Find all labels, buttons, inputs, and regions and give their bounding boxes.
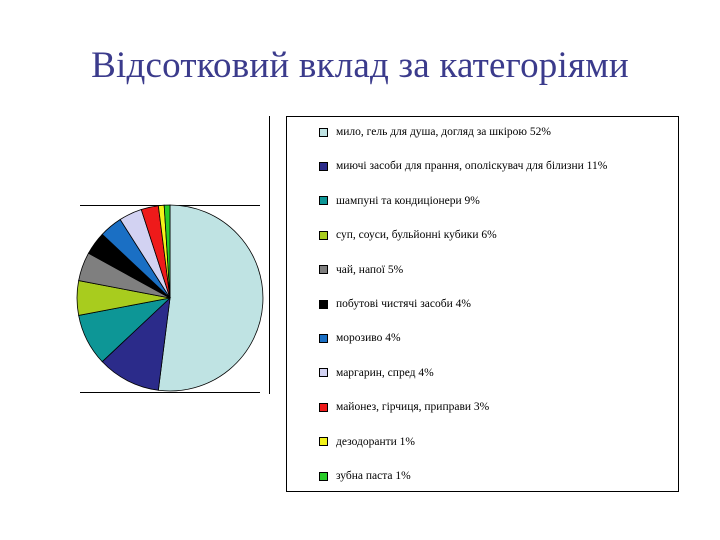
legend-swatch-8 <box>319 402 328 412</box>
legend-label-7: маргарин, спред 4% <box>336 366 434 379</box>
legend-swatch-6 <box>319 333 328 343</box>
legend-label-10: зубна паста 1% <box>336 470 411 482</box>
legend-label-5: побутові чистячі засоби 4% <box>336 298 471 310</box>
legend-swatch-3 <box>319 230 328 240</box>
legend-label-9: дезодоранти 1% <box>336 435 415 448</box>
legend-label-0: мило, гель для душа, догляд за шкірою 52… <box>336 126 551 138</box>
legend-item-7: маргарин, спред 4% <box>319 365 434 381</box>
legend-swatch-7 <box>319 368 328 378</box>
legend-label-8: майонез, гірчиця, приправи 3% <box>336 401 490 414</box>
legend-swatch-10 <box>319 471 328 481</box>
plot-area-bottom-line <box>80 392 260 393</box>
legend-item-2: шампуні та кондиціонери 9% <box>319 193 480 209</box>
legend-label-3: суп, соуси, бульйонні кубики 6% <box>336 229 497 242</box>
chart-legend: мило, гель для душа, догляд за шкірою 52… <box>286 116 679 492</box>
chart-frame-vertical-line <box>269 116 270 394</box>
legend-label-6: морозиво 4% <box>336 332 401 345</box>
legend-label-2: шампуні та кондиціонери 9% <box>336 194 480 207</box>
legend-item-9: дезодоранти 1% <box>319 434 415 450</box>
pie-slice-10 <box>163 204 171 299</box>
legend-item-4: чай, напої 5% <box>319 262 403 278</box>
slide-title: Відсотковий вклад за категоріями <box>91 45 629 86</box>
legend-item-10: зубна паста 1% <box>319 468 411 484</box>
legend-item-3: суп, соуси, бульйонні кубики 6% <box>319 227 497 243</box>
legend-label-4: чай, напої 5% <box>336 263 404 276</box>
legend-swatch-9 <box>319 437 328 447</box>
legend-item-1: миючі засоби для прання, ополіскувач для… <box>319 158 607 174</box>
legend-swatch-4 <box>319 265 328 275</box>
legend-label-1: миючі засоби для прання, ополіскувач для… <box>336 160 608 173</box>
legend-item-0: мило, гель для душа, догляд за шкірою 52… <box>319 124 551 140</box>
legend-item-8: майонез, гірчиця, приправи 3% <box>319 399 489 415</box>
legend-swatch-1 <box>319 161 328 171</box>
pie-slice-0 <box>157 204 264 392</box>
legend-item-5: побутові чистячі засоби 4% <box>319 296 471 312</box>
legend-swatch-5 <box>319 299 328 309</box>
legend-swatch-2 <box>319 196 328 206</box>
legend-item-6: морозиво 4% <box>319 330 401 346</box>
legend-swatch-0 <box>319 127 328 137</box>
